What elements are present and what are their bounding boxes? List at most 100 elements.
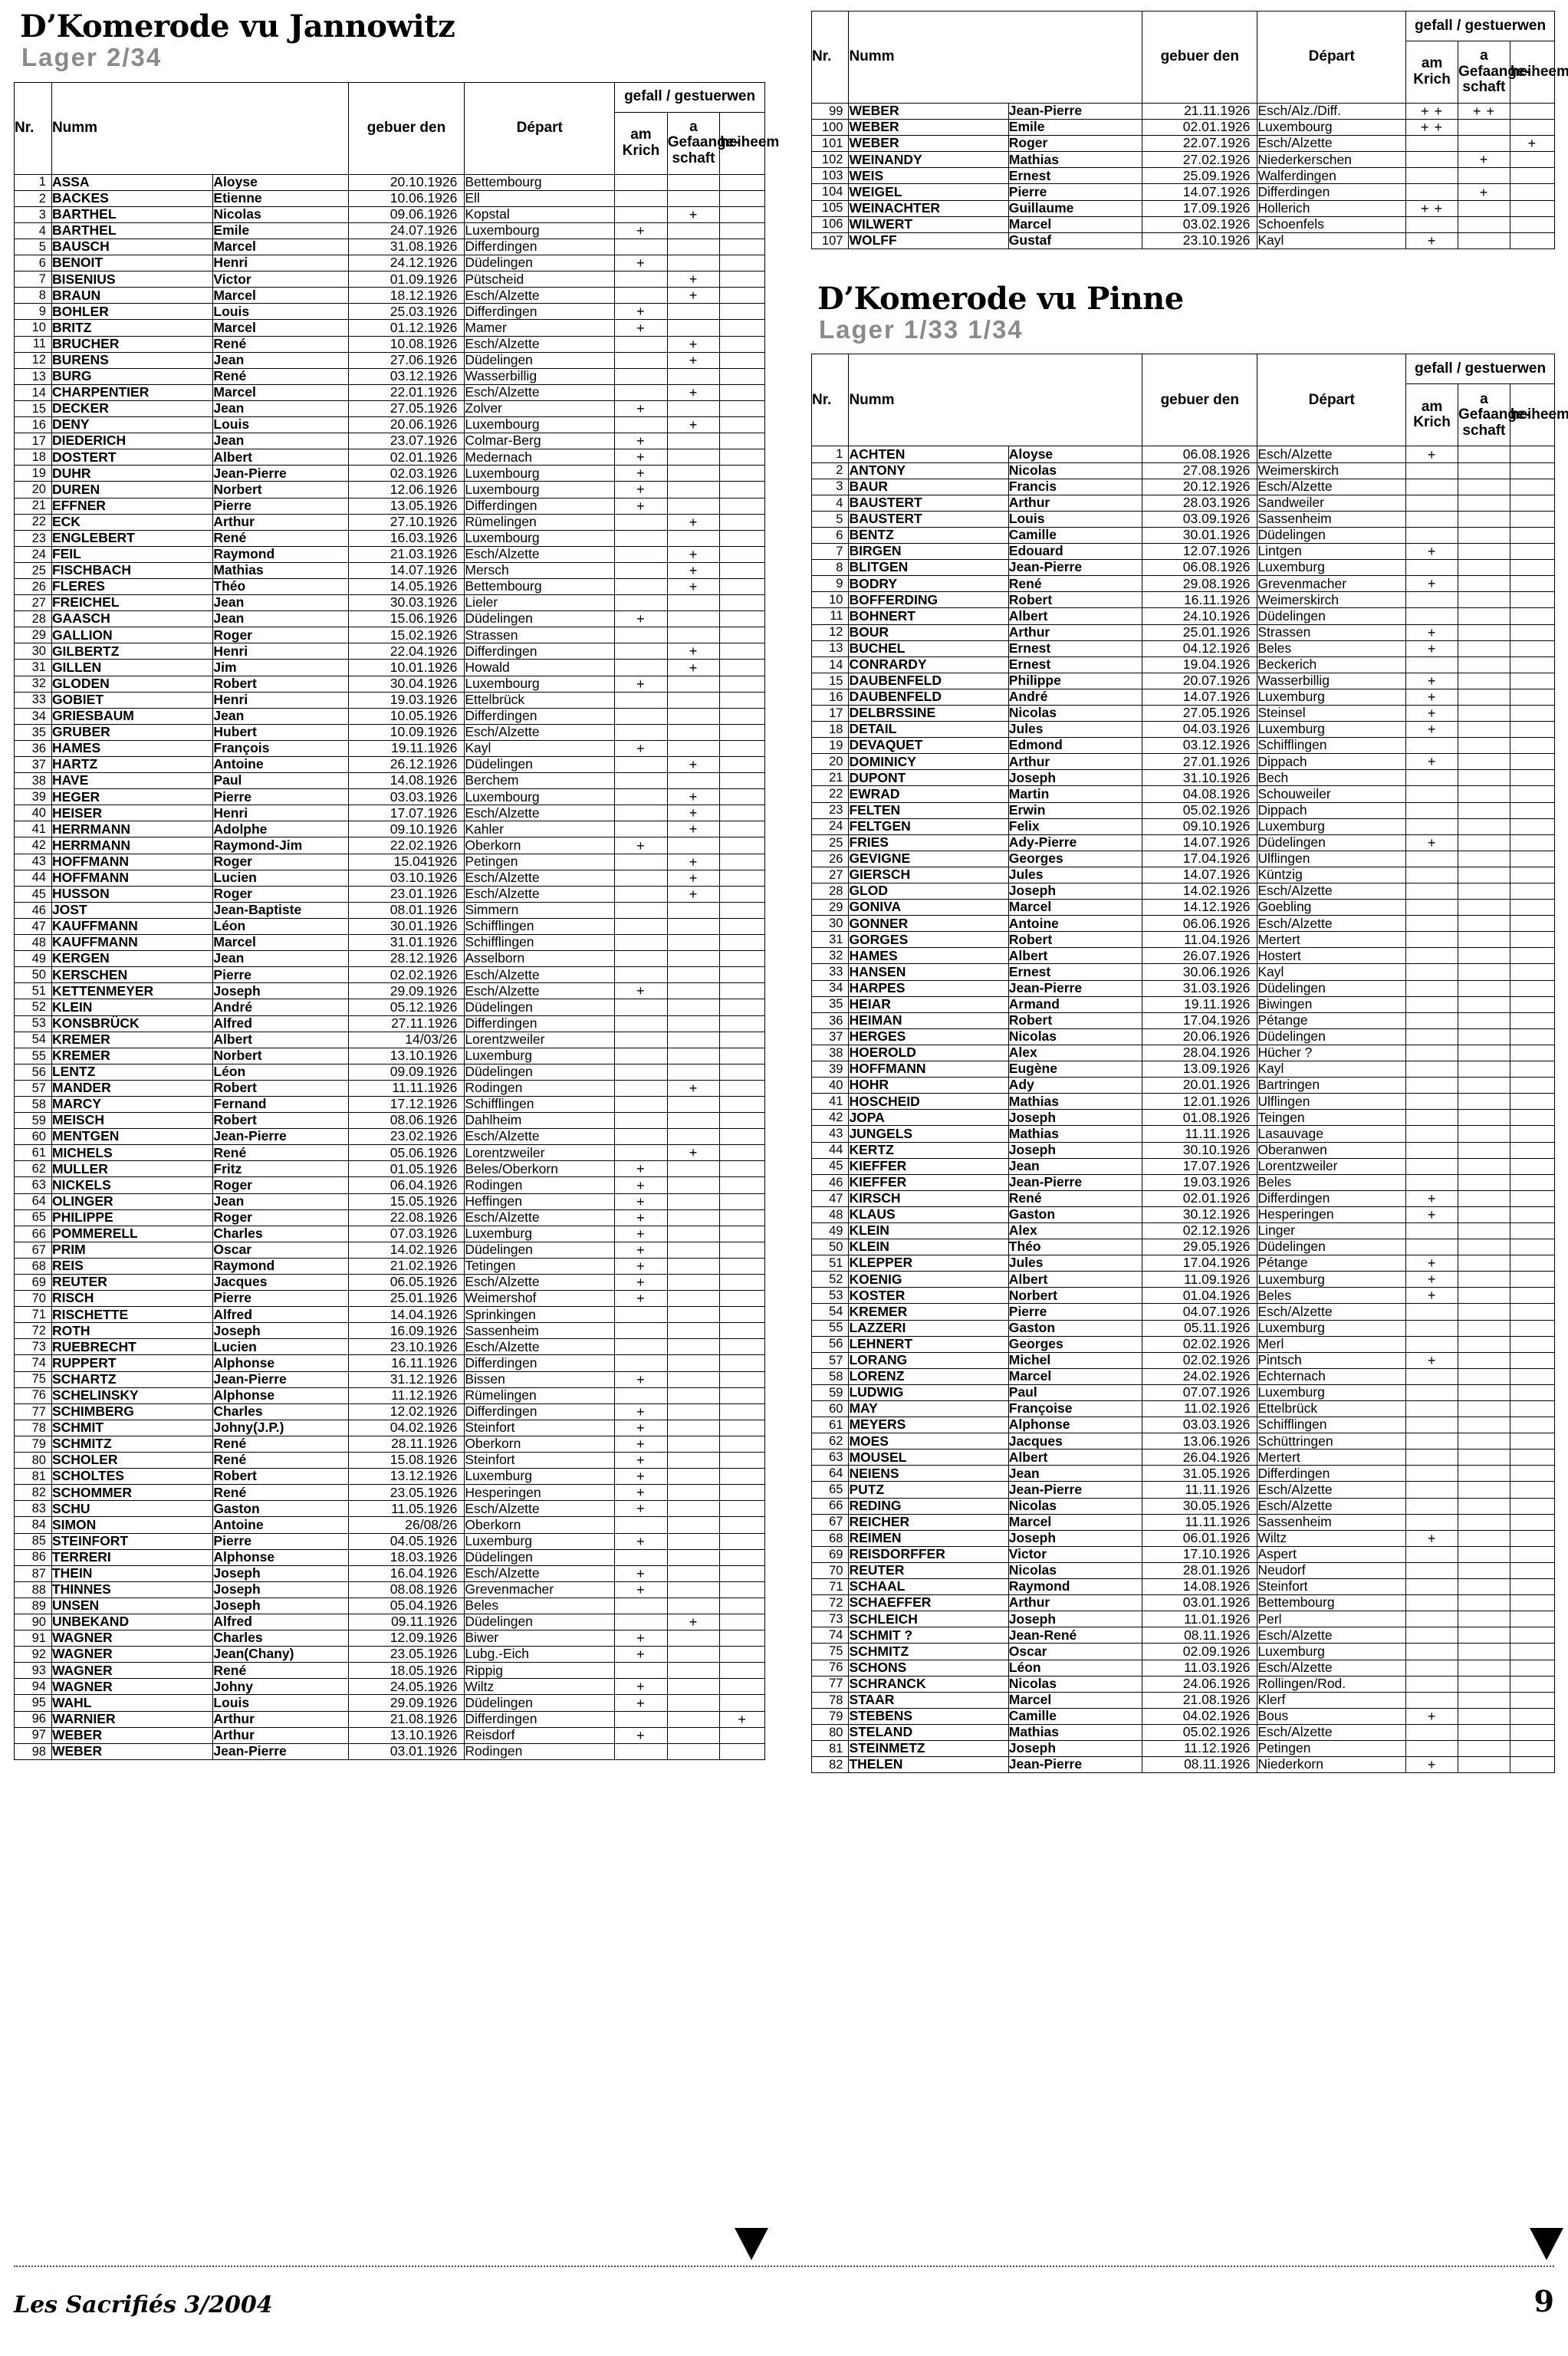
- table-row: 17 DIEDERICH Jean 23.07.1926 Colmar-Berg +: [14, 433, 765, 450]
- cell-firstname: Jean-Pierre: [1008, 559, 1143, 577]
- cell-gefaangeschaft: +: [666, 869, 721, 887]
- cell-nr: 6: [14, 255, 52, 272]
- cell-birthdate: 13.06.1926: [1142, 1433, 1258, 1450]
- cell-nr: 54: [14, 1031, 52, 1048]
- cell-heiheem: [719, 1370, 765, 1388]
- section-title-jannowitz: D’Komerode vu Jannowitz: [20, 8, 455, 44]
- cell-gefaangeschaft: +: [666, 335, 721, 353]
- table-row: 21 DUPONT Joseph 31.10.1926 Bech: [810, 769, 1556, 787]
- cell-surname: WEBER: [848, 102, 1009, 120]
- cell-surname: MENTGEN: [51, 1128, 214, 1146]
- cell-birthdate: 31.01.1926: [347, 934, 465, 952]
- cell-surname: HEISER: [51, 805, 214, 822]
- cell-depart: Lubg.-Eich: [464, 1646, 616, 1663]
- cell-firstname: Léon: [212, 917, 349, 936]
- section-gap: [811, 249, 1555, 283]
- cell-heiheem: [1509, 1173, 1556, 1191]
- table-row: 13 BUCHEL Ernest 04.12.1926 Beles +: [810, 640, 1556, 657]
- cell-am-krich: [1405, 995, 1458, 1013]
- cell-heiheem: [719, 643, 765, 660]
- cell-surname: KIRSCH: [848, 1190, 1009, 1207]
- table-row: 28 GAASCH Jean 15.06.1926 Düdelingen +: [14, 610, 765, 628]
- cell-depart: Dahlheim: [464, 1112, 616, 1130]
- cell-am-krich: +: [614, 1241, 668, 1259]
- cell-birthdate: 16.03.1926: [347, 529, 465, 547]
- table-row: 64 NEIENS Jean 31.05.1926 Differdingen: [810, 1465, 1556, 1482]
- cell-nr: 86: [14, 1548, 52, 1566]
- cell-surname: KETTENMEYER: [51, 982, 214, 1000]
- cell-am-krich: [1405, 801, 1458, 819]
- col-header-group-gefall: gefall / gestuerwen: [614, 81, 765, 113]
- cell-birthdate: 16.11.1926: [347, 1354, 465, 1372]
- cell-am-krich: [1405, 591, 1458, 609]
- cell-nr: 74: [810, 1627, 850, 1644]
- cell-heiheem: [719, 1176, 765, 1194]
- cell-depart: Düdelingen: [1257, 979, 1407, 997]
- cell-nr: 69: [14, 1274, 52, 1292]
- cell-nr: 48: [810, 1206, 850, 1223]
- cell-birthdate: 22.02.1926: [347, 837, 465, 854]
- cell-gefaangeschaft: [1457, 1659, 1510, 1677]
- cell-heiheem: [1509, 478, 1556, 495]
- table-row: 72 SCHAEFFER Arthur 03.01.1926 Bettembourg: [810, 1594, 1556, 1612]
- table-row: 62 MOES Jacques 13.06.1926 Schüttringen: [810, 1433, 1556, 1450]
- cell-nr: 82: [14, 1484, 52, 1502]
- cell-am-krich: [614, 1322, 668, 1340]
- cell-gefaangeschaft: [1457, 818, 1510, 835]
- cell-nr: 24: [14, 545, 52, 563]
- cell-firstname: Joseph: [1008, 883, 1143, 900]
- cell-depart: Beckerich: [1257, 656, 1407, 673]
- cell-firstname: Pierre: [1008, 1303, 1143, 1321]
- cell-am-krich: +: [614, 1565, 668, 1582]
- table-row: 76 SCHONS Léon 11.03.1926 Esch/Alzette: [810, 1659, 1556, 1677]
- cell-surname: WAGNER: [51, 1646, 214, 1663]
- cell-surname: SCHOLER: [51, 1452, 214, 1469]
- cell-firstname: Charles: [212, 1225, 349, 1242]
- cell-gefaangeschaft: [666, 1160, 721, 1178]
- cell-gefaangeschaft: [1457, 963, 1510, 981]
- table-row: 42 HERRMANN Raymond-Jim 22.02.1926 Oberkorn +: [14, 837, 765, 854]
- table-row: 61 MEYERS Alphonse 03.03.1926 Schifflingen: [810, 1417, 1556, 1434]
- cell-birthdate: 11.12.1926: [1142, 1739, 1258, 1758]
- cell-surname: SCHAEFFER: [848, 1594, 1009, 1612]
- cell-gefaangeschaft: [666, 1678, 721, 1696]
- table-row: 81 SCHOLTES Robert 13.12.1926 Luxemburg +: [14, 1468, 765, 1486]
- cell-birthdate: 13.10.1926: [347, 1726, 465, 1744]
- cell-am-krich: +: [1405, 1351, 1458, 1369]
- col-header-am-krich: am Krich: [614, 111, 668, 175]
- cell-firstname: Emile: [1008, 119, 1143, 137]
- cell-heiheem: [719, 1241, 765, 1259]
- cell-firstname: Ernest: [1008, 656, 1143, 673]
- table-row: 99 WEBER Jean-Pierre 21.11.1926 Esch/Alz./Di…: [810, 102, 1556, 120]
- cell-surname: GORGES: [848, 931, 1009, 949]
- cell-depart: Luxemburg: [464, 1047, 616, 1064]
- cell-gefaangeschaft: [1457, 232, 1510, 249]
- cell-depart: Differdingen: [464, 303, 616, 321]
- cell-am-krich: +: [1405, 640, 1458, 657]
- cell-firstname: Victor: [1008, 1545, 1143, 1563]
- cell-heiheem: [1509, 167, 1556, 185]
- cell-am-krich: + +: [1405, 102, 1458, 120]
- cell-firstname: Antoine: [212, 1516, 349, 1534]
- cell-heiheem: [719, 1742, 765, 1760]
- cell-firstname: Aloyse: [1008, 446, 1143, 463]
- table-row: 31 GORGES Robert 11.04.1926 Mertert: [810, 931, 1556, 949]
- cell-am-krich: [1405, 216, 1458, 233]
- cell-nr: 85: [14, 1532, 52, 1550]
- table-row: 57 LORANG Michel 02.02.1926 Pintsch +: [810, 1351, 1556, 1369]
- cell-gefaangeschaft: [666, 1742, 721, 1760]
- cell-birthdate: 12.02.1926: [347, 1403, 465, 1420]
- cell-heiheem: [1509, 1643, 1556, 1660]
- cell-surname: MOES: [848, 1433, 1009, 1450]
- cell-depart: Esch/Alzette: [464, 335, 616, 353]
- cell-gefaangeschaft: [666, 1354, 721, 1372]
- cell-am-krich: [1405, 151, 1458, 169]
- cell-gefaangeschaft: [1457, 1093, 1510, 1111]
- cell-nr: 39: [14, 788, 52, 806]
- cell-depart: Hesperingen: [1257, 1206, 1407, 1223]
- cell-gefaangeschaft: [1457, 216, 1510, 233]
- cell-nr: 45: [810, 1157, 850, 1175]
- cell-birthdate: 24.07.1926: [347, 222, 465, 240]
- cell-gefaangeschaft: [1457, 1691, 1510, 1709]
- cell-firstname: Jules: [1008, 721, 1143, 739]
